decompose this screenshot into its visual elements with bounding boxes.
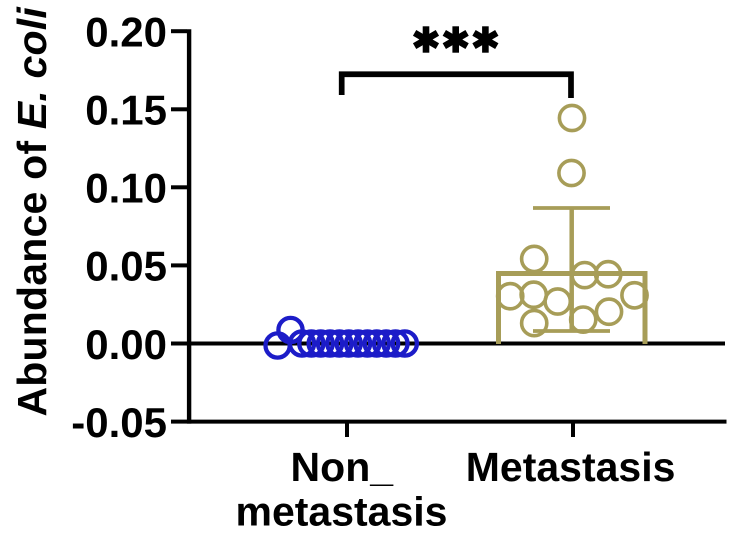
svg-text:-0.05: -0.05 bbox=[71, 399, 167, 446]
svg-text:0.05: 0.05 bbox=[85, 243, 167, 290]
svg-text:Non_: Non_ bbox=[291, 444, 395, 490]
svg-text:0.15: 0.15 bbox=[85, 87, 167, 134]
svg-text:metastasis: metastasis bbox=[236, 489, 448, 535]
svg-text:0.20: 0.20 bbox=[85, 9, 167, 56]
svg-text:Metastasis: Metastasis bbox=[466, 444, 676, 490]
svg-text:0.00: 0.00 bbox=[85, 321, 167, 368]
svg-text:Abundance of E. coli: Abundance of E. coli bbox=[9, 6, 55, 417]
svg-text:0.10: 0.10 bbox=[85, 165, 167, 212]
